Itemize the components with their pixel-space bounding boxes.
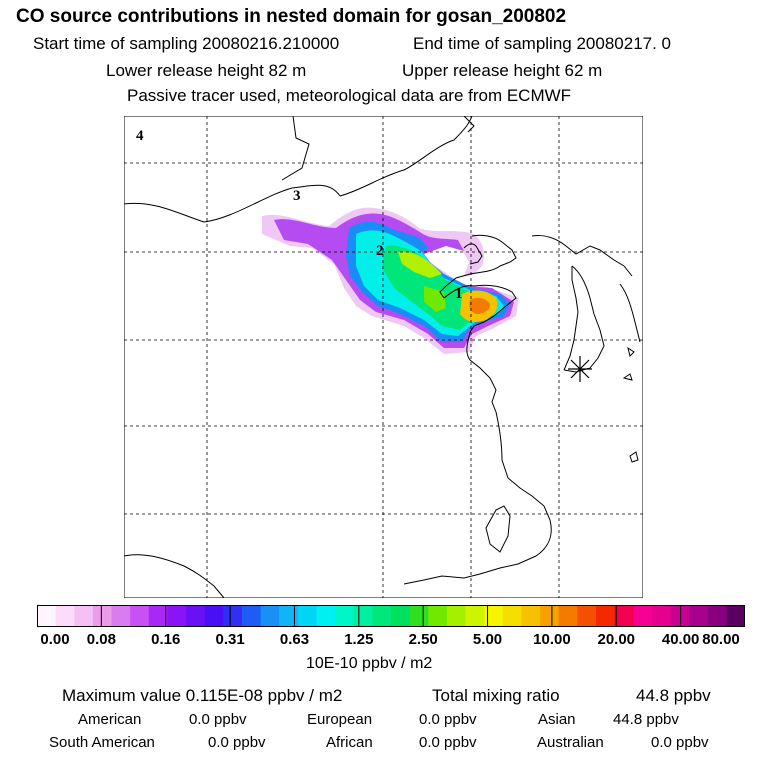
colorbar-tick-label: 1.25 [344, 631, 374, 648]
colorbar-tick-label: 5.00 [472, 631, 503, 648]
end-time-label: End time of sampling 20080217. 0 [413, 34, 672, 53]
colorbar-swatch [92, 605, 113, 627]
colorbar-swatch [651, 605, 671, 627]
map-label-1: 1 [455, 286, 463, 302]
taiwan-outline [485, 505, 511, 553]
plume-field [262, 207, 519, 354]
colorbar-tick-label: 20.00 [597, 631, 636, 648]
tracer-note: Passive tracer used, meteorological data… [127, 86, 572, 105]
plot-title: CO source contributions in nested domain… [16, 6, 567, 27]
colorbar-swatch [540, 605, 560, 627]
region-australian-value: 0.0 ppbv [651, 734, 709, 751]
colorbar-swatch [37, 605, 57, 627]
region-european-name: European [307, 711, 373, 728]
colorbar-swatch [595, 605, 616, 627]
region-american-name: American [78, 711, 142, 728]
region-european-value: 0.0 ppbv [419, 711, 477, 728]
colorbar-swatch [279, 605, 299, 627]
region-south-american-name: South American [49, 734, 155, 751]
colorbar-tick-label: 0.08 [86, 631, 116, 648]
map-label-2: 2 [376, 243, 384, 259]
colorbar-unit: 10E-10 ppbv / m2 [306, 655, 433, 672]
total-mixing-label: Total mixing ratio [432, 686, 560, 705]
colorbar-swatch [670, 605, 690, 627]
colorbar-swatch [521, 605, 541, 627]
colorbar-tick-label: 0.00 [40, 631, 70, 648]
region-american-value: 0.0 ppbv [189, 711, 247, 728]
colorbar-swatch [689, 605, 709, 627]
lower-release-height: Lower release height 82 m [106, 61, 307, 80]
colorbar-swatch [577, 605, 597, 627]
colorbar-swatch [614, 605, 634, 627]
colorbar-swatch [167, 605, 187, 627]
colorbar-tick-label: 40.00 [661, 631, 700, 648]
start-time-label: Start time of sampling 20080216.210000 [33, 34, 340, 53]
colorbar-swatch [223, 605, 243, 627]
colorbar-tick-label: 80.00 [702, 631, 740, 648]
colorbar-swatch [502, 605, 522, 627]
region-african-name: African [326, 734, 373, 751]
colorbar-tick-label: 0.16 [151, 631, 181, 648]
colorbar-tick-label: 0.31 [215, 631, 245, 648]
colorbar-swatch [186, 605, 206, 627]
map-label-4: 4 [136, 128, 144, 144]
colorbar-swatch [372, 605, 392, 627]
colorbar-swatch [726, 605, 745, 627]
region-australian-name: Australian [537, 734, 604, 751]
colorbar-tick-label: 2.50 [408, 631, 438, 648]
region-asian-value: 44.8 ppbv [613, 711, 679, 728]
colorbar-swatch [111, 605, 131, 627]
colorbar-swatch [335, 605, 355, 627]
colorbar-swatch [260, 605, 280, 627]
colorbar-swatch [74, 605, 94, 627]
maximum-value: Maximum value 0.115E-08 ppbv / m2 [62, 686, 343, 705]
colorbar-tick-label: 10.00 [533, 631, 571, 648]
colorbar-tick-label: 0.63 [279, 631, 310, 648]
colorbar-swatch [633, 605, 653, 627]
total-mixing-value: 44.8 ppbv [636, 686, 711, 705]
grid-lines [124, 116, 643, 598]
colorbar-swatch [241, 605, 262, 627]
colorbar-swatch [707, 605, 727, 627]
receptor-star-icon [568, 356, 592, 382]
colorbar-swatch [409, 605, 429, 627]
colorbar-border [37, 605, 745, 627]
colorbar [37, 605, 745, 627]
colorbar-swatch [204, 605, 224, 627]
upper-release-height: Upper release height 62 m [402, 61, 603, 80]
region-south-american-value: 0.0 ppbv [208, 734, 266, 751]
colorbar-swatch [297, 605, 317, 627]
concentration-map: 4 3 2 1 [124, 116, 643, 598]
colorbar-swatch [316, 605, 336, 627]
colorbar-swatch [148, 605, 168, 627]
colorbar-swatch [558, 605, 578, 627]
colorbar-swatch [130, 605, 150, 627]
region-asian-name: Asian [538, 711, 576, 728]
map-label-3: 3 [293, 188, 301, 204]
coastlines [124, 116, 641, 598]
colorbar-swatch [55, 605, 75, 627]
colorbar-swatch [353, 605, 373, 627]
colorbar-swatch [428, 605, 448, 627]
colorbar-swatch [446, 605, 467, 627]
region-african-value: 0.0 ppbv [419, 734, 477, 751]
colorbar-swatch [465, 605, 485, 627]
colorbar-swatch [484, 605, 504, 627]
colorbar-swatch [391, 605, 411, 627]
